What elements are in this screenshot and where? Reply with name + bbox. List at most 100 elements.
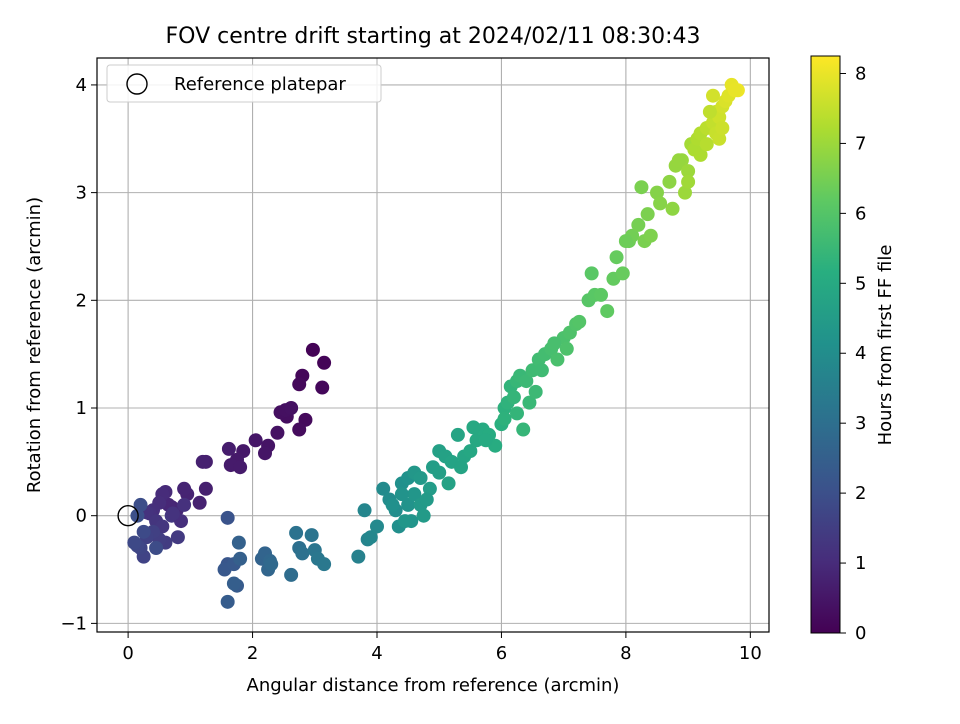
data-point [572,314,587,329]
data-point [419,492,434,507]
data-point [305,342,320,357]
colorbar-tick-label: 3 [855,413,866,434]
reference-platepar-marker [117,504,139,527]
colorbar-tick-label: 0 [855,623,866,644]
data-point [550,352,565,367]
data-points [117,77,745,609]
data-point [693,147,708,162]
y-tick-label: 1 [76,398,87,419]
data-point [665,201,680,216]
x-tick-label: 0 [122,643,133,664]
colorbar-tick-label: 5 [855,273,866,294]
y-tick-label: −1 [60,613,87,634]
x-tick-label: 8 [620,643,631,664]
colorbar-tick-label: 1 [855,553,866,574]
data-point [264,557,279,572]
data-point [478,433,493,448]
data-point [643,228,658,243]
data-point [584,266,599,281]
x-tick-label: 6 [496,643,507,664]
colorbar-gradient [810,55,841,634]
data-point [413,471,428,485]
data-point [702,104,717,119]
data-point [699,137,714,152]
data-point [534,363,549,378]
data-point [295,546,310,561]
colorbar-ticks: 0 1 2 3 4 5 6 7 8 [840,63,866,644]
data-point [466,420,481,435]
legend: Reference platepar [106,64,382,103]
data-point [220,594,235,609]
data-point [315,380,330,395]
data-point [258,446,272,461]
data-point [662,174,677,189]
x-axis-label: Angular distance from reference (arcmin) [247,675,620,696]
data-point [450,427,465,442]
data-point [317,557,332,572]
colorbar-tick-label: 4 [855,343,866,364]
data-point [640,207,655,222]
colorbar-tick-label: 2 [855,483,866,504]
data-point [650,185,664,200]
data-point [226,576,241,591]
data-point [363,530,378,545]
data-point [270,425,285,440]
data-point [317,355,332,370]
data-point [351,549,366,564]
data-point [170,530,185,545]
data-point [376,481,391,496]
data-point [416,508,431,523]
data-point [221,441,236,456]
data-point [706,88,720,103]
data-point [463,444,478,459]
data-point [233,460,248,475]
data-point [727,83,742,98]
x-tick-label: 4 [371,643,382,664]
data-point [284,567,299,582]
data-point [165,506,180,521]
data-point [547,336,562,351]
data-point [516,422,531,437]
colorbar-tick-label: 7 [855,133,866,154]
y-axis-label: Rotation from reference (arcmin) [24,197,45,493]
plot-frame [96,57,770,633]
data-point [133,497,148,512]
data-point [441,476,456,491]
data-point [385,497,400,512]
data-point [394,487,409,502]
data-point [127,535,142,550]
data-point [522,395,537,410]
data-point [248,433,263,448]
data-point [671,153,686,168]
colorbar-tick-label: 8 [855,63,866,84]
data-point [357,503,372,518]
legend-box [106,64,382,103]
data-point [407,487,422,502]
data-point [510,406,524,421]
data-point [401,497,416,512]
data-point [233,551,248,566]
data-point [631,217,646,232]
data-point [432,465,447,480]
data-point [192,495,207,510]
data-point [304,528,319,543]
data-point [618,234,633,249]
legend-marker-icon [126,73,148,95]
y-tick-label: 3 [76,183,87,204]
data-point [292,422,307,437]
data-point [220,510,235,525]
data-point [149,541,164,555]
data-point [712,131,727,146]
data-point [609,250,624,265]
axis-ticks: 0 2 4 6 8 10 −1 0 1 2 3 4 [60,75,761,664]
data-point [528,384,543,399]
colorbar-label: Hours from first FF file [875,245,896,446]
data-point [497,411,512,426]
data-point [634,180,649,195]
data-point [398,514,412,529]
colorbar: 0 1 2 3 4 5 6 7 8 Hours from first FF file [810,55,896,644]
data-point [454,460,468,475]
data-point [422,481,437,496]
